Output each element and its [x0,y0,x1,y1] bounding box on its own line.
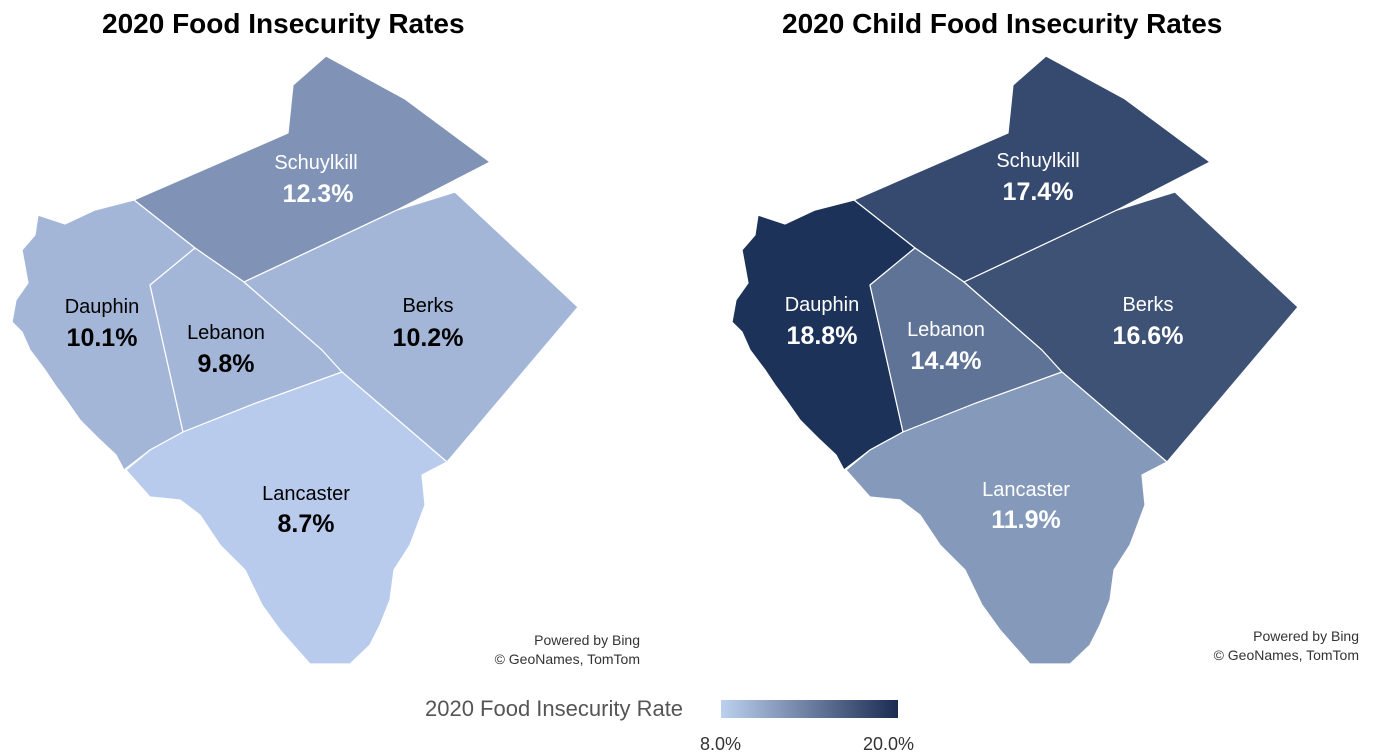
map-title-food-insecurity: 2020 Food Insecurity Rates [102,8,465,39]
county-label-dauphin: Dauphin 18.8% [785,294,860,350]
credit-powered-by: Powered by Bing [534,632,640,648]
county-value: 8.7% [278,510,335,538]
county-name: Lebanon [907,319,985,341]
credit-attribution: © GeoNames, TomTom [1213,647,1359,663]
county-label-lancaster: Lancaster 8.7% [262,483,350,538]
county-label-berks: Berks 10.2% [393,295,464,352]
county-name: Schuylkill [274,152,357,174]
map-credit: Powered by Bing © GeoNames, TomTom [1159,627,1359,665]
county-label-schuylkill: Schuylkill 12.3% [274,152,357,208]
county-value: 9.8% [198,350,255,378]
county-lancaster[interactable] [125,371,449,665]
county-value: 11.9% [991,506,1061,534]
county-name: Dauphin [785,294,860,316]
county-name: Berks [1122,294,1173,316]
credit-attribution: © GeoNames, TomTom [494,651,640,667]
legend-title: 2020 Food Insecurity Rate [425,696,684,721]
county-name: Lebanon [187,322,265,344]
credit-powered-by: Powered by Bing [1253,628,1359,644]
county-value: 10.1% [67,324,138,352]
county-name: Lancaster [982,479,1070,501]
county-label-lancaster: Lancaster 11.9% [982,479,1070,534]
county-name: Schuylkill [996,150,1079,172]
legend-max-label: 20.0% [863,734,915,754]
map-child-food-insecurity: Schuylkill 17.4% Dauphin 18.8% Lebanon 1… [731,55,1299,665]
map-title-child-food-insecurity: 2020 Child Food Insecurity Rates [782,8,1223,39]
county-name: Lancaster [262,483,350,505]
county-value: 16.6% [1113,322,1184,350]
county-berks[interactable] [962,191,1299,463]
county-lancaster[interactable] [845,371,1169,665]
county-value: 12.3% [283,180,354,208]
county-label-dauphin: Dauphin 10.1% [65,296,140,352]
county-label-lebanon: Lebanon 9.8% [187,322,265,378]
county-value: 10.2% [393,324,464,352]
map-food-insecurity: Schuylkill 12.3% Dauphin 10.1% Lebanon 9… [11,55,579,665]
county-label-berks: Berks 16.6% [1113,294,1184,350]
county-value: 18.8% [787,322,858,350]
legend-min-label: 8.0% [700,734,742,754]
county-name: Berks [402,295,453,317]
county-value: 17.4% [1003,178,1074,206]
legend-gradient-bar [721,700,898,718]
county-label-schuylkill: Schuylkill 17.4% [996,150,1079,206]
county-value: 14.4% [911,347,982,375]
map-credit: Powered by Bing © GeoNames, TomTom [440,631,640,669]
county-berks[interactable] [242,191,579,463]
county-name: Dauphin [65,296,140,318]
county-label-lebanon: Lebanon 14.4% [907,319,985,375]
